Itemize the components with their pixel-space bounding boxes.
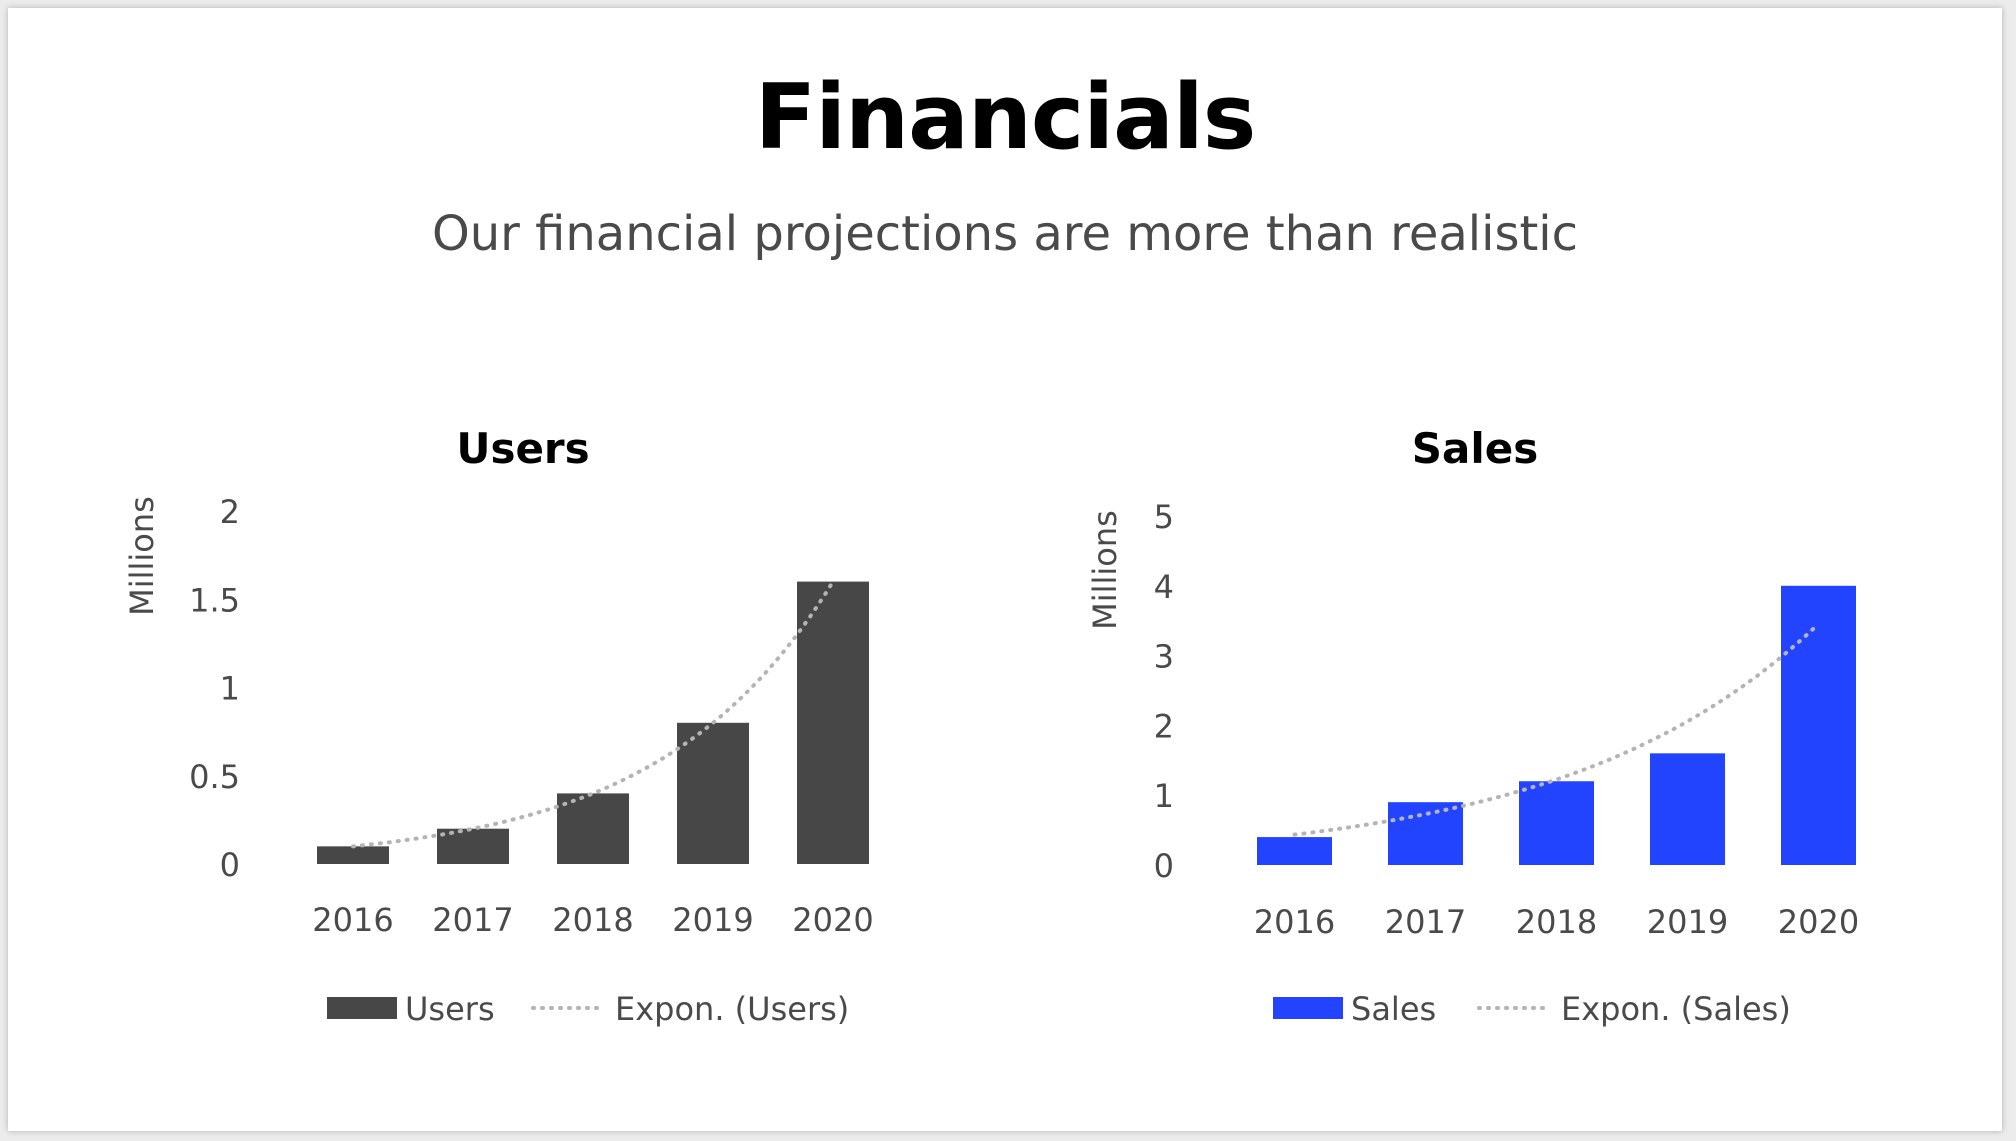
users-trendline (351, 579, 835, 849)
sales-x-tick-label: 2020 (1778, 903, 1859, 941)
sales-y-tick-label: 3 (1154, 638, 1174, 676)
sales-y-tick-label: 4 (1154, 568, 1174, 606)
sales-y-tick-label: 0 (1154, 847, 1174, 885)
sales-x-tick-label: 2016 (1254, 903, 1335, 941)
sales-legend-label: Sales (1351, 990, 1436, 1028)
users-y-tick-label: 0.5 (189, 758, 240, 796)
sales-bar-2017 (1388, 802, 1463, 865)
sales-legend-trend-label: Expon. (Sales) (1561, 990, 1791, 1028)
users-x-tick-label: 2016 (312, 901, 393, 939)
sales-y-axis-label: Millions (1086, 510, 1124, 630)
users-x-tick-label: 2017 (432, 901, 513, 939)
users-chart-title: Users (456, 424, 589, 473)
sales-bar-2018 (1519, 781, 1594, 865)
sales-x-tick-label: 2019 (1647, 903, 1728, 941)
users-y-tick-label: 0 (220, 846, 240, 884)
sales-x-tick-label: 2018 (1516, 903, 1597, 941)
users-bar-2020 (797, 581, 869, 864)
users-legend-label: Users (405, 990, 495, 1028)
sales-bar-2016 (1257, 837, 1332, 865)
users-y-tick-label: 2 (220, 493, 240, 531)
sales-y-tick-label: 2 (1154, 707, 1174, 745)
slide-subtitle: Our financial projections are more than … (431, 206, 1579, 262)
sales-y-tick-label: 5 (1154, 498, 1174, 536)
slide-title: Financials (754, 65, 1257, 170)
users-bar-2016 (317, 846, 389, 864)
sales-chart-title: Sales (1412, 424, 1538, 473)
users-bar-2017 (437, 828, 509, 864)
users-x-tick-label: 2020 (792, 901, 873, 939)
users-y-tick-label: 1.5 (189, 581, 240, 619)
sales-trendline (1292, 621, 1821, 837)
users-x-tick-label: 2019 (672, 901, 753, 939)
sales-bar-2020 (1781, 585, 1856, 865)
users-chart: Users Millions 0 0.5 1 1.5 2 2016 2017 2018 2019 20… (123, 424, 874, 1028)
sales-bar-2019 (1650, 753, 1725, 865)
slide: Financials Our financial projections are… (8, 8, 2002, 1131)
users-legend-swatch (327, 997, 397, 1019)
sales-legend-swatch (1273, 997, 1343, 1019)
users-x-tick-label: 2018 (552, 901, 633, 939)
sales-x-tick-label: 2017 (1385, 903, 1466, 941)
users-y-tick-label: 1 (220, 670, 240, 708)
users-y-axis-label: Millions (123, 496, 161, 616)
users-bar-2018 (557, 793, 629, 864)
sales-chart: Sales Millions 0 1 2 3 4 5 2016 2017 2018 2019 2020 S… (1086, 424, 1859, 1028)
users-bar-2019 (677, 722, 749, 864)
users-legend-trend-label: Expon. (Users) (615, 990, 849, 1028)
sales-y-tick-label: 1 (1154, 777, 1174, 815)
